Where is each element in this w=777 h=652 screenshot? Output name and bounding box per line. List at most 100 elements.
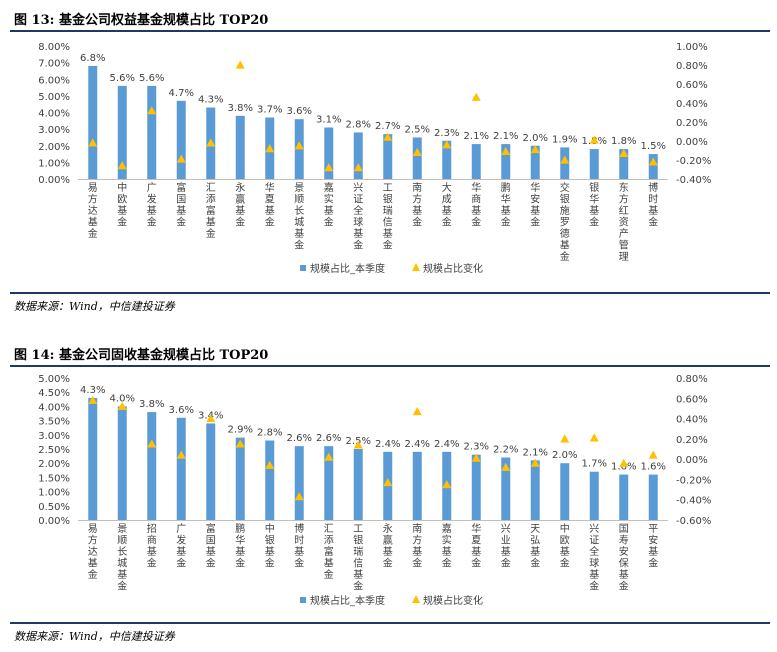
category-label: 汇添富基金 xyxy=(206,181,216,240)
bar-data-label: 2.1% xyxy=(493,131,518,142)
change-marker xyxy=(324,452,334,461)
bar-data-label: 4.7% xyxy=(169,88,194,99)
change-marker xyxy=(648,157,658,166)
change-marker xyxy=(383,132,393,141)
change-marker xyxy=(353,440,363,449)
bar-data-label: 1.6% xyxy=(641,462,666,473)
bar-data-label: 1.5% xyxy=(641,141,666,152)
category-label: 南方基金 xyxy=(412,522,422,570)
right-axis-tick-label: 0.40% xyxy=(676,415,708,426)
right-axis-tick-label: 0.80% xyxy=(676,61,708,72)
change-marker xyxy=(619,458,629,467)
category-label: 富国基金 xyxy=(176,181,186,229)
left-axis-tick-label: 8.00% xyxy=(38,42,70,53)
right-axis-tick-label: 0.80% xyxy=(676,374,708,385)
category-label: 银华基金 xyxy=(589,181,599,229)
left-axis-tick-label: 3.00% xyxy=(38,431,70,442)
change-marker xyxy=(530,145,540,154)
category-label: 汇添富基金 xyxy=(324,522,334,581)
change-marker xyxy=(442,140,452,149)
bar-data-label: 2.4% xyxy=(375,439,400,450)
bar xyxy=(589,471,599,520)
bar-data-label: 2.3% xyxy=(464,442,489,453)
figure-source: 数据来源：Wind，中信建投证券 xyxy=(14,630,175,643)
change-marker xyxy=(206,414,216,423)
category-label: 景顺长城基金 xyxy=(117,523,127,593)
left-axis-tick-label: 0.00% xyxy=(38,516,70,527)
bar-data-label: 2.8% xyxy=(257,427,282,438)
change-marker xyxy=(353,163,363,172)
change-marker xyxy=(265,144,275,153)
category-label: 东方红资产管理 xyxy=(619,181,629,263)
category-label: 兴证全球基金 xyxy=(353,182,363,252)
change-marker xyxy=(442,480,452,489)
bar-data-label: 1.6% xyxy=(611,462,636,473)
change-marker xyxy=(206,138,216,147)
bar xyxy=(147,412,157,520)
left-axis-tick-label: 4.00% xyxy=(38,402,70,413)
category-label: 兴证全球基金 xyxy=(589,523,599,593)
right-axis-tick-label: -0.40% xyxy=(676,175,711,186)
category-label: 嘉实基金 xyxy=(442,522,452,570)
left-axis-tick-label: 2.00% xyxy=(38,459,70,470)
right-axis-tick-label: -0.20% xyxy=(676,156,711,167)
left-axis-tick-label: 4.00% xyxy=(38,109,70,120)
change-marker xyxy=(235,60,245,69)
category-label: 工银瑞信基金 xyxy=(353,524,363,593)
category-label: 招商基金 xyxy=(147,522,157,570)
change-marker xyxy=(412,406,422,416)
legend-bar-swatch xyxy=(300,597,306,603)
legend-item-bar: 规模占比_本季度 xyxy=(310,594,385,607)
bar xyxy=(88,65,98,179)
category-label: 华夏基金 xyxy=(265,181,275,229)
bar xyxy=(501,457,511,520)
bar-data-label: 1.9% xyxy=(552,134,577,145)
source-rule xyxy=(10,622,770,624)
change-marker xyxy=(383,477,393,487)
category-label: 景顺长城基金 xyxy=(294,182,304,252)
category-label: 广发基金 xyxy=(147,182,157,229)
change-marker xyxy=(235,439,245,448)
change-marker xyxy=(294,492,304,501)
left-axis-tick-label: 7.00% xyxy=(38,59,70,70)
category-label: 博时基金 xyxy=(648,181,658,229)
bar xyxy=(560,463,570,520)
bar-data-label: 2.4% xyxy=(405,439,430,450)
change-marker xyxy=(619,148,629,157)
bar-data-label: 2.0% xyxy=(552,450,577,461)
bar xyxy=(353,449,363,520)
left-axis-tick-label: 6.00% xyxy=(38,75,70,86)
bar xyxy=(412,451,422,520)
change-marker xyxy=(589,433,599,442)
bar xyxy=(530,145,540,179)
chart-fixed-income-top20: 0.00% 0.50% 1.00% 1.50% 2.00% 2.50% 3.00% 3.50%… xyxy=(38,374,711,607)
change-marker xyxy=(648,450,658,459)
bar xyxy=(353,132,363,179)
bar-data-label: 2.1% xyxy=(464,131,489,142)
category-label: 国寿安保基金 xyxy=(619,523,629,593)
bar xyxy=(412,137,422,179)
bar-data-label: 2.6% xyxy=(316,433,341,444)
bar-data-label: 2.1% xyxy=(523,447,548,458)
bar xyxy=(471,454,481,520)
bar xyxy=(442,140,452,179)
bar-data-label: 3.8% xyxy=(228,103,253,114)
bar-data-label: 5.6% xyxy=(110,73,135,84)
figure-title: 图 14: 基金公司固收基金规模占比 TOP20 xyxy=(14,348,269,363)
left-axis-tick-label: 0.50% xyxy=(38,502,70,513)
change-marker xyxy=(147,439,157,448)
change-marker xyxy=(530,458,540,467)
bar-data-label: 4.3% xyxy=(80,385,105,396)
right-axis-tick-label: -0.40% xyxy=(676,496,711,507)
category-label: 中欧基金 xyxy=(117,181,127,229)
category-label: 交银施罗德基金 xyxy=(560,181,570,263)
bar xyxy=(501,144,511,179)
right-axis-tick-label: 0.00% xyxy=(676,137,708,148)
bar xyxy=(147,85,157,179)
change-marker xyxy=(176,450,186,459)
bar xyxy=(324,127,334,179)
right-axis-tick-label: 1.00% xyxy=(676,42,708,53)
category-label: 鹏华基金 xyxy=(501,181,511,229)
bar xyxy=(235,437,245,520)
change-marker xyxy=(294,141,304,150)
